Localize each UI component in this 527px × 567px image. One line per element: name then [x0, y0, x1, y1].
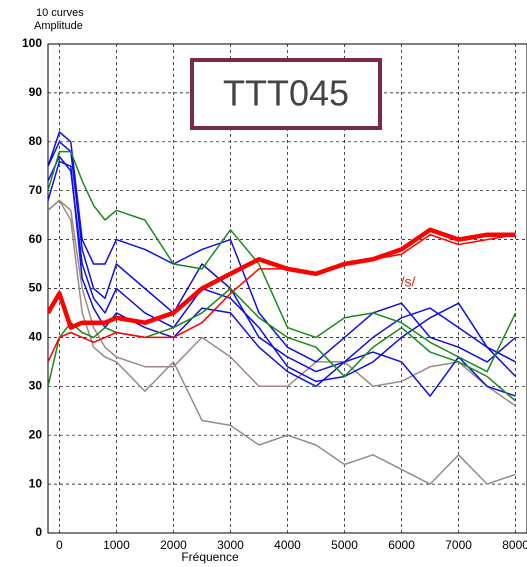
x-tick-label: 4000	[274, 538, 301, 552]
series-line	[48, 233, 516, 363]
y-tick-label: 10	[29, 476, 43, 490]
series-line	[48, 287, 517, 402]
y-tick-label: 90	[29, 85, 43, 99]
series-line	[48, 155, 517, 383]
series-line	[48, 199, 517, 407]
x-tick-label: 3000	[217, 538, 244, 552]
x-tick-label: 5000	[331, 538, 358, 552]
x-tick-label: 7000	[445, 538, 472, 552]
x-tick-label: 1000	[103, 538, 130, 552]
series-line	[48, 227, 516, 330]
annotation: /s/	[401, 274, 416, 290]
y-tick-label: 0	[35, 525, 42, 539]
y-tick-label: 30	[29, 378, 43, 392]
y-tick-label: 20	[29, 427, 43, 441]
y-tick-label: 70	[29, 183, 43, 197]
y-tick-label: 100	[22, 36, 42, 50]
y-tick-label: 40	[29, 330, 43, 344]
y-tick-label: 80	[29, 134, 43, 148]
title-line: 10 curves	[36, 7, 84, 19]
series-line	[48, 160, 516, 397]
x-tick-label: 2000	[160, 538, 187, 552]
y-tick-label: 50	[29, 281, 43, 295]
x-tick-label: 6000	[388, 538, 415, 552]
x-tick-label: 8000	[502, 538, 527, 552]
title-line: Amplitude	[34, 20, 83, 32]
x-axis-label: Fréquence	[181, 550, 239, 564]
series-line	[48, 150, 517, 373]
y-tick-label: 60	[29, 232, 43, 246]
x-tick-label: 0	[56, 538, 63, 552]
annotation-box	[190, 58, 382, 130]
annotation: TTT045	[223, 73, 349, 114]
series-line	[48, 131, 517, 363]
